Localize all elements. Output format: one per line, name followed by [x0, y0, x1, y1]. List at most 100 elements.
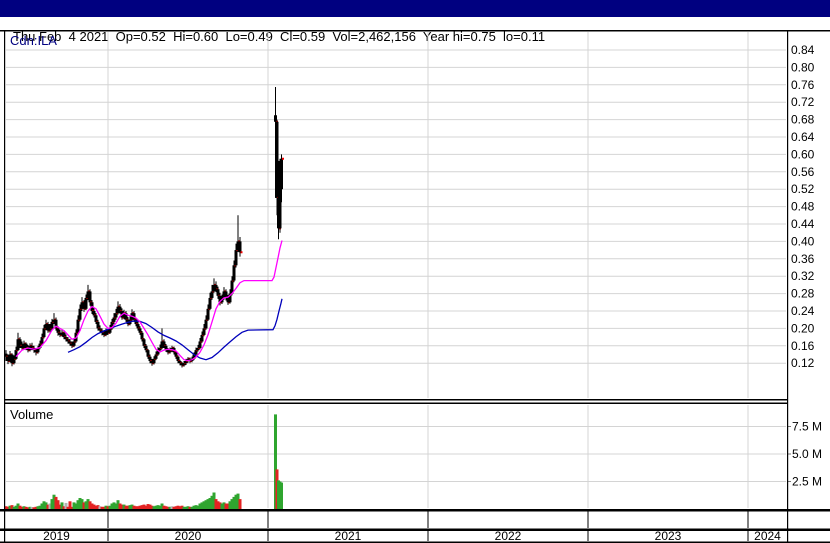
price-tick-label: 0.32	[791, 269, 815, 283]
volume-bar	[76, 500, 80, 509]
candle-body	[275, 121, 279, 198]
volume-bar	[198, 503, 202, 509]
volume-bar	[100, 506, 104, 509]
candle-body	[44, 324, 48, 329]
volume-bar	[200, 502, 204, 509]
candle-body	[40, 337, 44, 344]
candle-body	[52, 319, 56, 322]
candle-body	[216, 289, 220, 296]
candle-body	[226, 297, 230, 303]
daily-quote-text: Thu Feb 4 2021 Op=0.52 Hi=0.60 Lo=0.49 C…	[13, 29, 546, 44]
volume-bar	[58, 504, 62, 509]
candle-close-tick	[282, 157, 284, 160]
price-tick-label: 0.76	[791, 78, 815, 92]
volume-bar	[134, 506, 138, 509]
candle-body	[34, 350, 38, 353]
volume-bar	[70, 506, 74, 509]
candle-body	[116, 306, 120, 314]
volume-bar	[120, 504, 124, 509]
candle-body	[274, 115, 277, 122]
volume-bar	[22, 506, 26, 509]
candle-body	[26, 347, 30, 351]
volume-bar	[88, 501, 92, 509]
volume-bar	[116, 500, 120, 509]
chart-bottom-border	[0, 541, 830, 543]
volume-tick-label: 5.0 M	[792, 447, 822, 461]
volume-bar	[82, 502, 86, 509]
candle-body	[88, 291, 92, 303]
price-tick-label: 0.72	[791, 95, 815, 109]
volume-bar	[188, 506, 192, 509]
candle-body	[212, 284, 216, 292]
volume-tick-label: 7.5 M	[792, 420, 822, 434]
candle-body	[62, 332, 66, 338]
price-tick-label: 0.64	[791, 130, 815, 144]
x-axis-year-label: 2019	[43, 529, 70, 543]
volume-bar	[192, 505, 196, 509]
volume-bar	[104, 505, 108, 509]
volume-bar	[60, 502, 64, 509]
volume-bar	[186, 506, 190, 509]
volume-bar	[206, 499, 210, 509]
volume-bar	[52, 494, 56, 509]
volume-bar	[208, 498, 212, 509]
volume-bar	[6, 506, 10, 509]
candle-body	[82, 302, 86, 309]
candle-body	[238, 241, 242, 253]
price-tick-label: 0.16	[791, 339, 815, 353]
candle-body	[30, 345, 34, 348]
volume-bar	[50, 499, 54, 509]
volume-bar	[152, 506, 156, 509]
candle-body	[280, 158, 283, 190]
candle-body	[54, 319, 58, 329]
candle-body	[134, 319, 138, 325]
chart-left-border	[4, 31, 6, 543]
volume-bar	[96, 505, 100, 509]
volume-bar	[54, 496, 58, 509]
volume-bar	[236, 493, 240, 509]
candle-body	[278, 160, 282, 229]
candle-body	[158, 347, 162, 351]
volume-bar	[196, 505, 200, 509]
candle-body	[200, 334, 204, 342]
candle-body	[98, 328, 102, 331]
candle-body	[196, 347, 200, 351]
candle-body	[234, 250, 238, 266]
candle-body	[64, 337, 68, 340]
candle-body	[206, 308, 210, 320]
candle-body	[236, 241, 240, 251]
price-tick-label: 0.68	[791, 113, 815, 127]
candle-body	[210, 291, 214, 298]
volume-bar	[32, 507, 36, 509]
volume-bar	[80, 499, 84, 509]
price-tick-label: 0.44	[791, 217, 815, 231]
volume-bar	[20, 506, 24, 509]
candle-body	[76, 319, 80, 333]
candle-body	[204, 319, 208, 329]
volume-bar	[136, 506, 140, 509]
price-tick-label: 0.28	[791, 287, 815, 301]
candle-body	[94, 315, 98, 322]
volume-bar	[178, 506, 182, 509]
candle-body	[60, 332, 64, 335]
candle-body	[84, 297, 88, 309]
volume-bar	[18, 505, 22, 509]
candle-body	[184, 361, 188, 364]
volume-bar	[204, 500, 208, 509]
candle-body	[56, 328, 60, 333]
candle-body	[18, 339, 22, 346]
volume-bar	[150, 505, 154, 509]
volume-bar	[108, 505, 112, 509]
candle-body	[122, 313, 126, 318]
volume-bar	[36, 506, 40, 509]
candle-body	[50, 321, 54, 329]
candle-body	[36, 347, 40, 353]
x-axis-year-label: 2024	[754, 529, 781, 543]
volume-bar	[64, 502, 68, 509]
volume-bar	[48, 503, 52, 509]
volume-bar	[8, 505, 12, 509]
ma-slow-line	[67, 298, 283, 361]
volume-bar	[112, 502, 116, 509]
candle-body	[110, 321, 114, 329]
